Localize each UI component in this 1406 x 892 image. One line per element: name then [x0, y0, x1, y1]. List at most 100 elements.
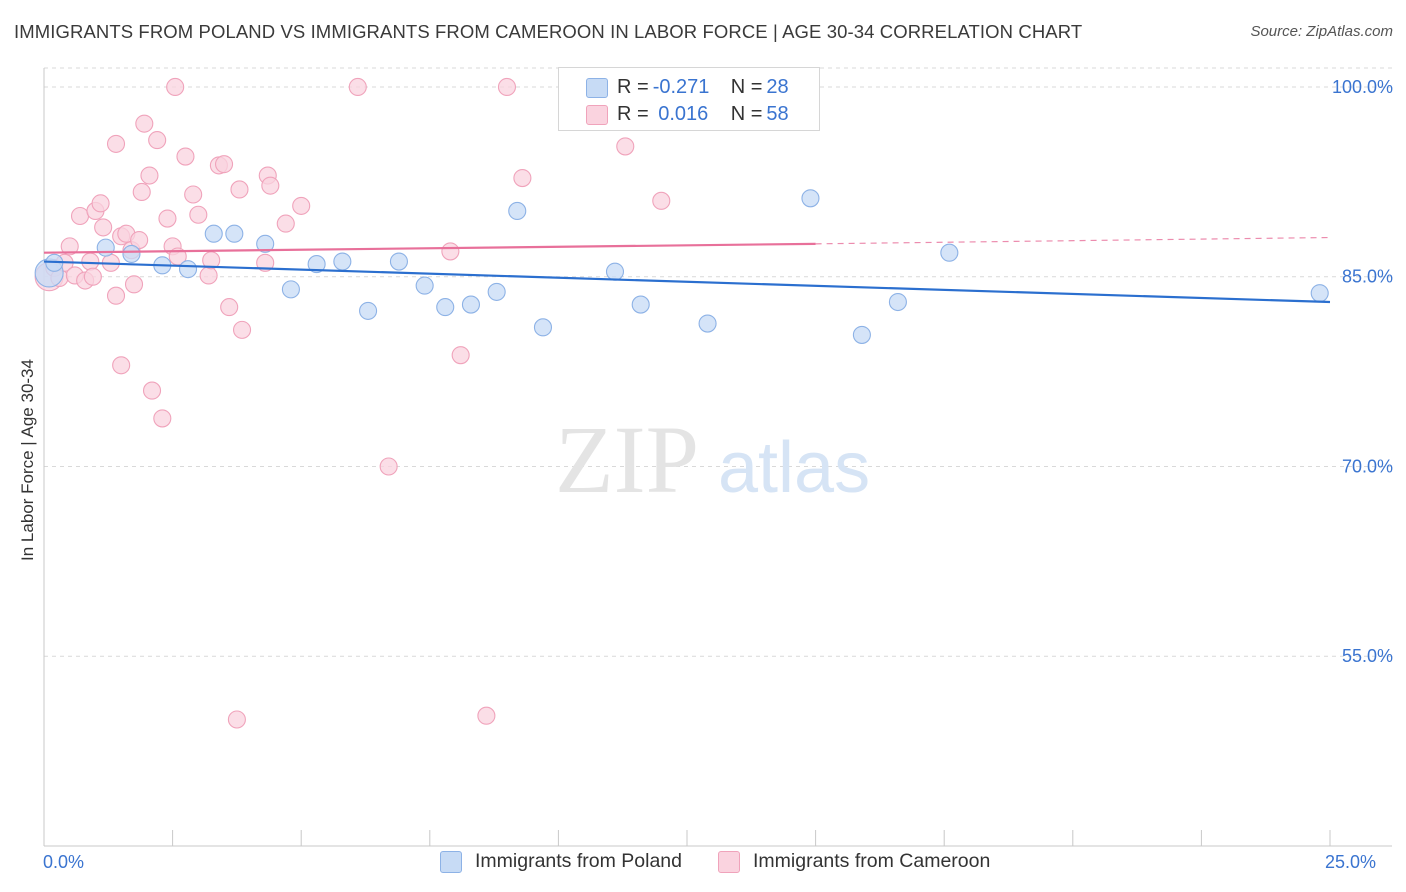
cameroon-point: [451, 346, 470, 365]
x-tick-max: 25.0%: [1325, 852, 1377, 872]
x-tick-min: 0.0%: [43, 852, 85, 872]
legend-item-poland[interactable]: Immigrants from Poland: [440, 850, 682, 873]
r-value: 0.016: [652, 102, 709, 125]
n-label: N =: [730, 75, 763, 98]
watermark: ZIP atlas: [555, 406, 870, 513]
cameroon-point: [130, 230, 149, 250]
cameroon-point: [513, 169, 532, 188]
poland-legend-swatch: [440, 850, 462, 873]
cameroon-point: [230, 180, 249, 199]
r-label: R =: [617, 102, 649, 125]
cameroon-point: [158, 209, 177, 228]
poland-point: [415, 276, 434, 295]
chart-title: IMMIGRANTS FROM POLAND VS IMMIGRANTS FRO…: [14, 21, 1083, 42]
poland-trend-line: [43, 260, 1331, 304]
r-label: R =: [617, 75, 649, 98]
poland-point: [225, 224, 244, 243]
cameroon-point: [132, 182, 151, 202]
cameroon-point: [497, 77, 517, 97]
cameroon-point: [91, 194, 110, 213]
legend-label-cameroon: Immigrants from Cameroon: [753, 850, 991, 872]
poland-point: [508, 201, 527, 220]
cameroon-point: [94, 218, 113, 237]
n-value: 28: [766, 75, 789, 98]
poland-point: [307, 255, 326, 274]
cameroon-point: [176, 147, 195, 166]
cameroon-point: [220, 298, 239, 317]
cameroon-point: [189, 205, 208, 224]
points-layer: [34, 77, 1329, 729]
trend-layer: [43, 236, 1331, 304]
cameroon-point: [60, 237, 79, 256]
poland-point: [940, 243, 959, 262]
stats-legend: R = -0.271 N = 28 R = 0.016 N = 58: [558, 67, 820, 131]
poland-point: [178, 260, 198, 279]
cameroon-point: [142, 381, 162, 400]
cameroon-point: [232, 320, 252, 339]
cameroon-point: [292, 196, 311, 215]
n-label: N =: [730, 102, 763, 125]
poland-point: [698, 314, 717, 333]
n-value: 58: [766, 102, 789, 125]
poland-point: [281, 280, 300, 299]
poland-point: [96, 238, 115, 257]
cameroon-point: [140, 166, 159, 185]
poland-point: [1310, 284, 1329, 303]
cameroon-point: [214, 155, 234, 174]
cameroon-point: [199, 266, 218, 285]
cameroon-point: [70, 206, 90, 226]
poland-point: [333, 252, 352, 271]
poland-point: [389, 252, 408, 271]
poland-point: [436, 298, 455, 317]
cameroon-point: [616, 137, 635, 156]
grid-layer: [44, 67, 1392, 657]
poland-point: [605, 262, 625, 281]
cameroon-point: [106, 134, 126, 153]
watermark-zip: ZIP: [555, 406, 699, 513]
cameroon-point: [166, 77, 185, 97]
cameroon-swatch: [586, 105, 608, 125]
poland-swatch: [586, 78, 608, 98]
poland-point: [487, 282, 506, 301]
cameroon-point: [379, 457, 398, 476]
cameroon-point: [112, 356, 131, 375]
cameroon-legend-swatch: [718, 850, 740, 873]
cameroon-point: [441, 242, 460, 261]
cameroon-point: [227, 710, 246, 729]
y-tick-label: 70.0%: [1342, 456, 1393, 476]
cameroon-point: [124, 275, 144, 294]
cameroon-point: [477, 706, 496, 725]
cameroon-trend-extension: [815, 236, 1331, 245]
y-tick-labels: 55.0% 70.0% 85.0% 100.0%: [1332, 77, 1393, 666]
cameroon-point: [652, 191, 671, 210]
cameroon-point: [348, 77, 367, 97]
cameroon-point: [261, 176, 280, 195]
cameroon-point: [135, 114, 154, 133]
watermark-atlas: atlas: [718, 428, 870, 508]
cameroon-point: [81, 252, 100, 271]
r-value: -0.271: [652, 75, 710, 98]
poland-point: [631, 295, 650, 314]
poland-point: [852, 325, 871, 344]
legend-label-poland: Immigrants from Poland: [475, 850, 682, 872]
poland-point: [533, 318, 553, 337]
poland-point: [204, 224, 223, 243]
cameroon-trend-line: [43, 242, 816, 254]
axis-layer: [43, 68, 1392, 847]
y-tick-label: 100.0%: [1332, 77, 1393, 97]
cameroon-point: [83, 267, 102, 286]
cameroon-point: [148, 131, 167, 150]
source-label: Source: ZipAtlas.com: [1250, 23, 1393, 40]
poland-point: [888, 292, 907, 312]
poland-point: [122, 244, 141, 264]
poland-point: [359, 301, 378, 320]
legend-item-cameroon[interactable]: Immigrants from Cameroon: [718, 850, 990, 873]
poland-point: [461, 295, 481, 314]
cameroon-point: [184, 185, 203, 204]
poland-point: [801, 189, 820, 208]
y-tick-label: 55.0%: [1342, 646, 1393, 666]
poland-point: [256, 234, 275, 253]
cameroon-point: [276, 214, 295, 233]
stats-legend-poland: R = -0.271 N = 28: [586, 74, 789, 100]
